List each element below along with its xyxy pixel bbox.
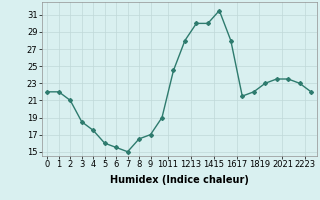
X-axis label: Humidex (Indice chaleur): Humidex (Indice chaleur) [110,175,249,185]
